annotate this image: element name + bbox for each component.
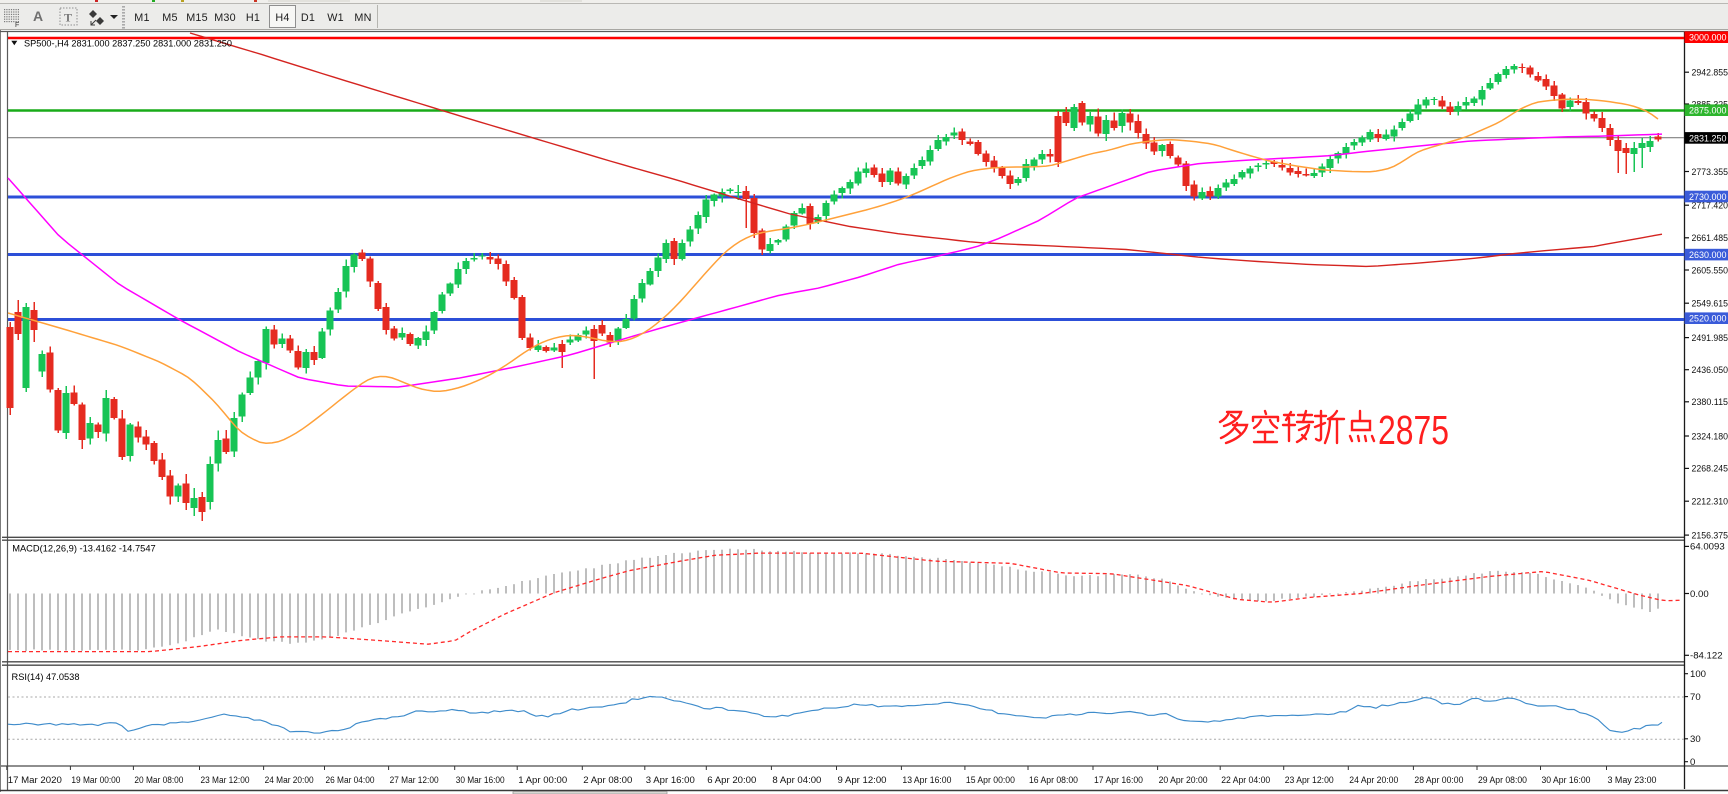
svg-text:-84.122: -84.122 bbox=[1690, 651, 1723, 662]
svg-text:D1: D1 bbox=[301, 12, 315, 24]
svg-text:2324.180: 2324.180 bbox=[1692, 431, 1728, 442]
svg-text:2380.115: 2380.115 bbox=[1692, 397, 1728, 408]
svg-text:30 Apr 16:00: 30 Apr 16:00 bbox=[1542, 775, 1591, 786]
svg-text:0: 0 bbox=[1690, 757, 1695, 768]
svg-text:27 Mar 12:00: 27 Mar 12:00 bbox=[390, 775, 439, 786]
svg-text:2942.855: 2942.855 bbox=[1692, 68, 1728, 79]
svg-text:15 Apr 00:00: 15 Apr 00:00 bbox=[966, 775, 1015, 786]
svg-text:8 Apr 04:00: 8 Apr 04:00 bbox=[772, 775, 821, 786]
svg-text:17 Mar 2020: 17 Mar 2020 bbox=[8, 775, 62, 786]
svg-text:2605.550: 2605.550 bbox=[1692, 265, 1728, 276]
svg-text:13 Apr 16:00: 13 Apr 16:00 bbox=[902, 775, 951, 786]
svg-text:23 Mar 12:00: 23 Mar 12:00 bbox=[201, 775, 250, 786]
svg-text:24 Apr 20:00: 24 Apr 20:00 bbox=[1349, 775, 1398, 786]
svg-text:2875: 2875 bbox=[1378, 407, 1449, 453]
svg-text:M1: M1 bbox=[134, 12, 149, 24]
svg-text:2773.355: 2773.355 bbox=[1692, 167, 1728, 178]
svg-text:1 Apr 00:00: 1 Apr 00:00 bbox=[518, 775, 567, 786]
svg-text:M15: M15 bbox=[186, 12, 208, 24]
svg-text:24 Mar 20:00: 24 Mar 20:00 bbox=[265, 775, 314, 786]
svg-text:H1: H1 bbox=[246, 12, 260, 24]
svg-text:2212.310: 2212.310 bbox=[1692, 497, 1728, 508]
svg-text:30: 30 bbox=[1690, 734, 1701, 745]
svg-text:23 Apr 12:00: 23 Apr 12:00 bbox=[1285, 775, 1334, 786]
svg-text:M5: M5 bbox=[162, 12, 177, 24]
svg-text:2661.485: 2661.485 bbox=[1692, 233, 1728, 244]
svg-text:2156.375: 2156.375 bbox=[1692, 530, 1728, 541]
svg-text:28 Apr 00:00: 28 Apr 00:00 bbox=[1414, 775, 1463, 786]
svg-text:2875.000: 2875.000 bbox=[1689, 106, 1727, 117]
svg-text:M30: M30 bbox=[214, 12, 236, 24]
svg-text:3000.000: 3000.000 bbox=[1689, 33, 1727, 44]
svg-text:MN: MN bbox=[354, 12, 371, 24]
svg-text:9 Apr 12:00: 9 Apr 12:00 bbox=[838, 775, 887, 786]
svg-text:2 Apr 08:00: 2 Apr 08:00 bbox=[583, 775, 632, 786]
svg-text:2520.000: 2520.000 bbox=[1689, 314, 1727, 325]
svg-text:RSI(14) 47.0538: RSI(14) 47.0538 bbox=[12, 672, 80, 683]
svg-text:2491.985: 2491.985 bbox=[1692, 333, 1728, 344]
svg-text:0.00: 0.00 bbox=[1690, 589, 1709, 600]
svg-text:2831.250: 2831.250 bbox=[1689, 133, 1727, 144]
svg-text:100: 100 bbox=[1690, 669, 1706, 680]
svg-text:2717.420: 2717.420 bbox=[1692, 201, 1728, 212]
svg-text:W1: W1 bbox=[327, 12, 344, 24]
svg-text:2268.245: 2268.245 bbox=[1692, 464, 1728, 475]
svg-text:17 Apr 16:00: 17 Apr 16:00 bbox=[1094, 775, 1143, 786]
svg-text:3 Apr 16:00: 3 Apr 16:00 bbox=[646, 775, 695, 786]
svg-text:2730.000: 2730.000 bbox=[1689, 192, 1727, 203]
svg-text:64.0093: 64.0093 bbox=[1690, 542, 1725, 553]
svg-text:6 Apr 20:00: 6 Apr 20:00 bbox=[707, 775, 756, 786]
svg-text:70: 70 bbox=[1690, 692, 1701, 703]
svg-text:MACD(12,26,9) -13.4162 -14.754: MACD(12,26,9) -13.4162 -14.7547 bbox=[12, 544, 156, 555]
svg-text:26 Mar 04:00: 26 Mar 04:00 bbox=[326, 775, 375, 786]
svg-text:2630.000: 2630.000 bbox=[1689, 250, 1727, 261]
svg-text:20 Mar 08:00: 20 Mar 08:00 bbox=[134, 775, 183, 786]
svg-text:SP500-,H4 2831.000 2837.250 2: SP500-,H4 2831.000 2837.250 2831.000 283… bbox=[24, 38, 232, 49]
svg-text:2549.615: 2549.615 bbox=[1692, 299, 1728, 310]
svg-text:16 Apr 08:00: 16 Apr 08:00 bbox=[1029, 775, 1078, 786]
svg-text:F: F bbox=[15, 22, 19, 29]
svg-text:19 Mar 00:00: 19 Mar 00:00 bbox=[71, 775, 120, 786]
svg-text:H4: H4 bbox=[275, 12, 289, 24]
svg-text:3 May 23:00: 3 May 23:00 bbox=[1608, 775, 1657, 786]
svg-text:22 Apr 04:00: 22 Apr 04:00 bbox=[1221, 775, 1270, 786]
svg-text:T: T bbox=[64, 11, 72, 25]
svg-text:29 Apr 08:00: 29 Apr 08:00 bbox=[1478, 775, 1527, 786]
svg-text:2436.050: 2436.050 bbox=[1692, 365, 1728, 376]
svg-text:30 Mar 16:00: 30 Mar 16:00 bbox=[456, 775, 505, 786]
svg-text:20 Apr 20:00: 20 Apr 20:00 bbox=[1159, 775, 1208, 786]
svg-text:A: A bbox=[33, 8, 43, 24]
